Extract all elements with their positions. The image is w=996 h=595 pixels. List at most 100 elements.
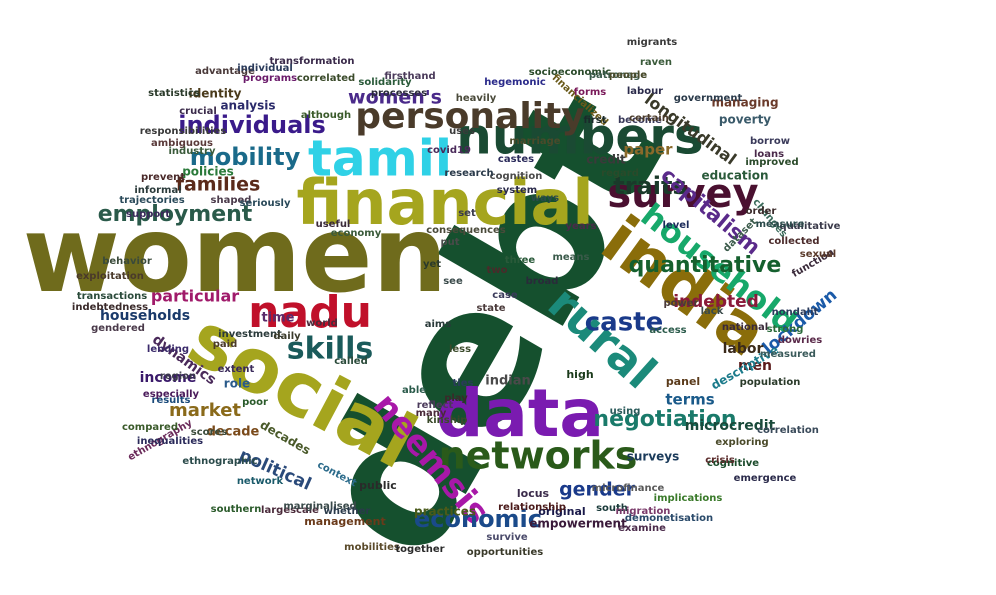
word-collected: collected xyxy=(768,236,819,247)
word-network: network xyxy=(237,476,284,487)
word-particular: particular xyxy=(151,287,239,306)
word-seriously: seriously xyxy=(240,198,291,209)
word-skills: skills xyxy=(287,332,374,367)
word-order: order xyxy=(746,206,777,217)
word-southern: southern xyxy=(211,504,262,515)
word-first: first xyxy=(583,115,606,126)
word-covid19: covid19 xyxy=(427,145,471,156)
word-region: region xyxy=(160,371,196,382)
word-raven: raven xyxy=(640,57,672,68)
word-inequalities: inequalities xyxy=(137,436,203,447)
word-indebtedness: indebtedness xyxy=(72,302,148,313)
word-high: high xyxy=(566,368,593,381)
word-poverty: poverty xyxy=(719,113,771,127)
word-negotiation: negotiation xyxy=(593,407,736,432)
word-labour: labour xyxy=(627,86,663,97)
word-mobility: mobility xyxy=(190,143,301,171)
word-daily: daily xyxy=(273,331,301,342)
word-microcredit: microcredit xyxy=(685,418,776,434)
word-reflect: reflect xyxy=(417,400,454,411)
word-world: world xyxy=(306,318,338,329)
word-less: less xyxy=(449,344,471,355)
word-paid: paid xyxy=(213,339,238,350)
word-marriage: marriage xyxy=(509,136,560,147)
word-whether: whether xyxy=(324,506,371,517)
word-quantitative: quantitative xyxy=(629,253,782,278)
word-many: many xyxy=(416,408,447,419)
word-results: results xyxy=(152,395,191,406)
word-heavily: heavily xyxy=(456,93,497,104)
word-exploitation: exploitation xyxy=(76,271,144,282)
word-hegemonic: hegemonic xyxy=(484,77,546,88)
word-state: state xyxy=(476,303,505,314)
word-original: original xyxy=(538,505,585,518)
word-ethnographic: ethnographic xyxy=(182,456,257,467)
word-personality: personality xyxy=(355,96,584,137)
word-scores: scores xyxy=(191,427,227,438)
word-people: people xyxy=(609,70,647,81)
word-uses: uses xyxy=(449,126,475,137)
word-trajectories: trajectories xyxy=(119,195,184,206)
word-regard: regard xyxy=(601,168,639,179)
word-responsibilities: responsibilities xyxy=(140,126,227,137)
word-panel: panel xyxy=(666,375,700,388)
word-identity: identity xyxy=(189,87,242,101)
word-role: role xyxy=(224,377,250,391)
word-national: national xyxy=(722,322,768,333)
word-implications: implications xyxy=(654,493,723,504)
word-castes: castes xyxy=(498,154,534,165)
word-patronage: patronage xyxy=(589,70,648,81)
word-two: two xyxy=(487,265,508,276)
word-kinship: kinship xyxy=(427,415,468,426)
word-put: put xyxy=(440,237,459,248)
word-nondalit: nondalit xyxy=(772,307,819,318)
word-called: called xyxy=(334,356,367,367)
word-play: play xyxy=(444,393,468,404)
word-cognitive: cognitive xyxy=(707,458,759,469)
word-investment: investment xyxy=(218,329,282,340)
word-public: public xyxy=(359,479,397,492)
word-industry: industry xyxy=(168,146,215,157)
word-population: population xyxy=(740,377,801,388)
word-cognition: cognition xyxy=(490,171,543,182)
word-education: education xyxy=(701,169,768,183)
word-research: research xyxy=(444,168,493,179)
word-useful: useful xyxy=(316,219,351,230)
word-time: time xyxy=(261,311,294,326)
word-indebted: indebted xyxy=(673,292,759,312)
word-extent: extent xyxy=(218,364,255,375)
word-years: years xyxy=(566,221,597,232)
word-crucial: crucial xyxy=(179,106,217,117)
word-nadu: nadu xyxy=(248,287,372,338)
word-improved: improved xyxy=(745,157,798,168)
word-poor: poor xyxy=(242,397,268,408)
word-advantage: advantage xyxy=(195,66,255,77)
word-system: system xyxy=(497,185,537,196)
word-paper: paper xyxy=(623,141,673,159)
word-networks: networks xyxy=(439,434,638,478)
word-women: women xyxy=(23,194,448,316)
word-certain: certain xyxy=(629,113,669,124)
word-migration: migration xyxy=(616,506,671,517)
word-become: become xyxy=(618,115,662,126)
word-forms: forms xyxy=(574,87,607,98)
word-ways: ways xyxy=(531,193,559,204)
word-prevent: prevent xyxy=(141,172,185,183)
word-support: support xyxy=(126,209,170,220)
word-together: together xyxy=(395,544,444,555)
word-survey: survey xyxy=(607,171,758,217)
word-borrow: borrow xyxy=(750,136,790,147)
word-measure: measure xyxy=(756,219,805,230)
word-lack: lack xyxy=(701,306,724,317)
word-practices: practices xyxy=(414,505,476,519)
word-especially: especially xyxy=(143,389,200,400)
word-gender: gender xyxy=(559,479,636,501)
word-financial: financial xyxy=(296,166,593,239)
word-decade: decade xyxy=(207,425,260,440)
word-credit: credit xyxy=(586,153,626,167)
word-set: set xyxy=(458,208,476,219)
word-programs: programs xyxy=(243,73,297,84)
word-see: see xyxy=(443,276,463,287)
word-management: management xyxy=(304,515,386,528)
